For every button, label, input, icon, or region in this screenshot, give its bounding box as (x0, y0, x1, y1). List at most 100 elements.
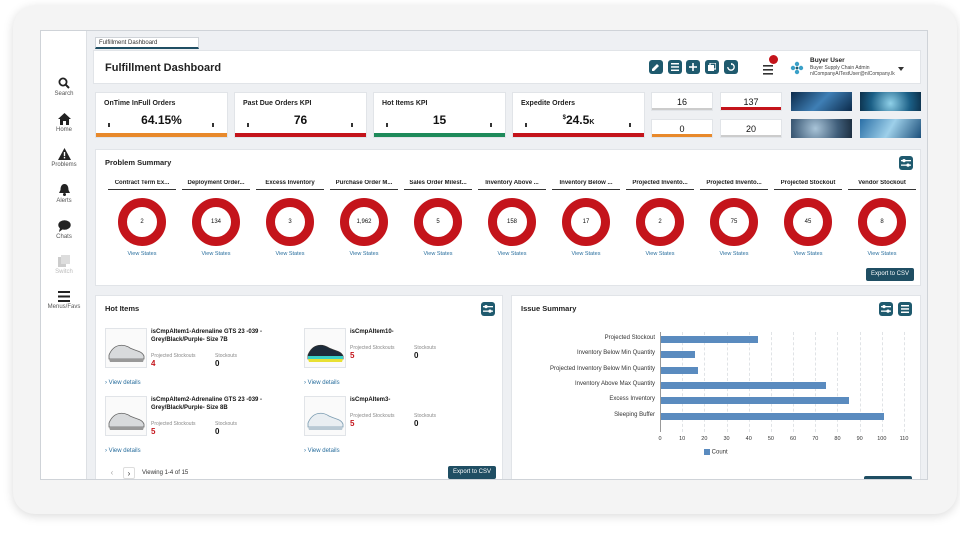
problem-summary-item[interactable]: Projected Invento... 2 View States (626, 180, 694, 257)
prev-page-button[interactable]: ‹ (110, 468, 114, 477)
export-csv-button[interactable]: Export to CSV (448, 466, 496, 479)
kpi-status-bar (721, 135, 781, 137)
kpi-card-hot-items[interactable]: Hot Items KPI 15 (373, 92, 506, 138)
list-button[interactable] (668, 60, 682, 74)
bar[interactable] (660, 397, 849, 405)
tab-fulfillment-dashboard[interactable]: Fulfillment Dashboard (95, 37, 199, 49)
problem-summary-item[interactable]: Inventory Above ... 158 View States (478, 180, 546, 257)
filter-button[interactable] (899, 156, 913, 170)
small-kpi[interactable]: 137 (720, 92, 782, 111)
bar[interactable] (660, 366, 698, 374)
bar[interactable] (660, 336, 758, 343)
menu-button[interactable] (898, 302, 912, 316)
hot-item[interactable]: isCmpAItem10- Projected Stockouts Stocko… (304, 328, 494, 388)
copy-button[interactable] (705, 60, 719, 74)
problem-summary-item[interactable]: Contract Term Ex... 2 View States (108, 180, 176, 257)
small-kpi-value: 137 (743, 97, 759, 107)
sidebar-item-chats[interactable]: Chats (41, 220, 87, 240)
shoe-image (105, 396, 147, 436)
sidebar-item-search[interactable]: Search (41, 77, 87, 97)
export-csv-button[interactable]: Export to CSV (866, 268, 914, 281)
problem-donut[interactable]: 3 (266, 198, 314, 246)
notifications-button[interactable] (762, 55, 778, 75)
hot-item[interactable]: isCmpAItem1-Adrenaline GTS 23 -039 - Gre… (105, 328, 295, 388)
view-states-link[interactable]: View States (497, 251, 527, 257)
section-title: Issue Summary (521, 304, 577, 313)
sidebar-item-problems[interactable]: Problems (41, 148, 87, 168)
chart-legend[interactable]: Count (704, 449, 728, 456)
problem-donut[interactable]: 75 (710, 198, 758, 246)
view-states-link[interactable]: View States (719, 251, 749, 257)
view-states-link[interactable]: View States (793, 251, 823, 257)
next-page-button[interactable]: › (123, 467, 135, 479)
image-tile[interactable] (860, 92, 921, 111)
problem-donut[interactable]: 5 (414, 198, 462, 246)
problem-label: Projected Invento... (626, 180, 694, 190)
hot-items-panel: Hot Items isCmpAItem1-Adrenaline GTS 23 … (95, 295, 503, 479)
problem-donut[interactable]: 17 (562, 198, 610, 246)
sidebar-item-switch[interactable]: Switch (41, 255, 87, 275)
view-states-link[interactable]: View States (423, 251, 453, 257)
filter-button[interactable] (879, 302, 893, 316)
image-tile[interactable] (791, 119, 852, 138)
view-details-link[interactable]: › View details (304, 448, 340, 454)
bar[interactable] (660, 412, 885, 420)
problem-summary-item[interactable]: Projected Stockout 45 View States (774, 180, 842, 257)
hot-item[interactable]: isCmpAItem2-Adrenaline GTS 23 -039 - Gre… (105, 396, 295, 456)
user-menu[interactable]: Buyer User Buyer Supply Chain Admin nlCo… (784, 55, 916, 81)
kpi-card-ontime[interactable]: OnTime InFull Orders 64.15% (95, 92, 228, 138)
kpi-card-expedite[interactable]: Expedite Orders $24.5K (512, 92, 645, 138)
problem-summary-item[interactable]: Purchase Order M... 1,962 View States (330, 180, 398, 257)
problem-donut[interactable]: 1,962 (340, 198, 388, 246)
problem-summary-item[interactable]: Excess Inventory 3 View States (256, 180, 324, 257)
view-details-link[interactable]: › View details (105, 380, 141, 386)
add-button[interactable] (686, 60, 700, 74)
sidebar-item-home[interactable]: Home (41, 113, 87, 133)
image-tile[interactable] (791, 92, 852, 111)
view-states-link[interactable]: View States (201, 251, 231, 257)
sidebar-item-menus[interactable]: Menus/Favs (41, 291, 87, 310)
problem-summary-item[interactable]: Vendor Stockout 8 View States (848, 180, 916, 257)
filter-button[interactable] (481, 302, 495, 316)
small-kpi[interactable]: 0 (651, 119, 713, 138)
problem-donut[interactable]: 8 (858, 198, 906, 246)
x-tick-label: 100 (877, 435, 887, 442)
problem-summary-item[interactable]: Inventory Below ... 17 View States (552, 180, 620, 257)
edit-button[interactable] (649, 60, 663, 74)
sidebar-item-label: Switch (55, 269, 73, 275)
export-csv-button-partial[interactable] (864, 476, 912, 479)
problem-donut[interactable]: 134 (192, 198, 240, 246)
problem-donut[interactable]: 45 (784, 198, 832, 246)
problem-donut[interactable]: 2 (118, 198, 166, 246)
view-states-link[interactable]: View States (349, 251, 379, 257)
view-details-link[interactable]: › View details (304, 380, 340, 386)
menu-icon (58, 291, 70, 302)
hot-item[interactable]: isCmpAItem3- Projected Stockouts Stockou… (304, 396, 494, 456)
switch-icon (58, 255, 70, 267)
problem-summary-item[interactable]: Sales Order Milest... 5 View States (404, 180, 472, 257)
sidebar-item-alerts[interactable]: Alerts (41, 184, 87, 204)
item-name: isCmpAItem10- (350, 329, 394, 335)
problem-summary-item[interactable]: Projected Invento... 75 View States (700, 180, 768, 257)
section-title: Problem Summary (105, 158, 172, 167)
shoe-image (304, 396, 346, 436)
view-states-link[interactable]: View States (127, 251, 157, 257)
problem-donut[interactable]: 2 (636, 198, 684, 246)
kpi-card-past-due[interactable]: Past Due Orders KPI 76 (234, 92, 367, 138)
problem-summary-item[interactable]: Deployment Order... 134 View States (182, 180, 250, 257)
view-states-link[interactable]: View States (571, 251, 601, 257)
problem-donut[interactable]: 158 (488, 198, 536, 246)
bar[interactable] (660, 381, 827, 389)
image-tile[interactable] (860, 119, 921, 138)
shoe-image (105, 328, 147, 368)
bar[interactable] (660, 351, 696, 359)
stockouts-value: 0 (215, 427, 220, 436)
view-details-link[interactable]: › View details (105, 448, 141, 454)
problem-count: 45 (804, 219, 812, 225)
small-kpi[interactable]: 20 (720, 119, 782, 138)
small-kpi[interactable]: 16 (651, 92, 713, 111)
refresh-button[interactable] (724, 60, 738, 74)
view-states-link[interactable]: View States (645, 251, 675, 257)
view-states-link[interactable]: View States (275, 251, 305, 257)
view-states-link[interactable]: View States (867, 251, 897, 257)
